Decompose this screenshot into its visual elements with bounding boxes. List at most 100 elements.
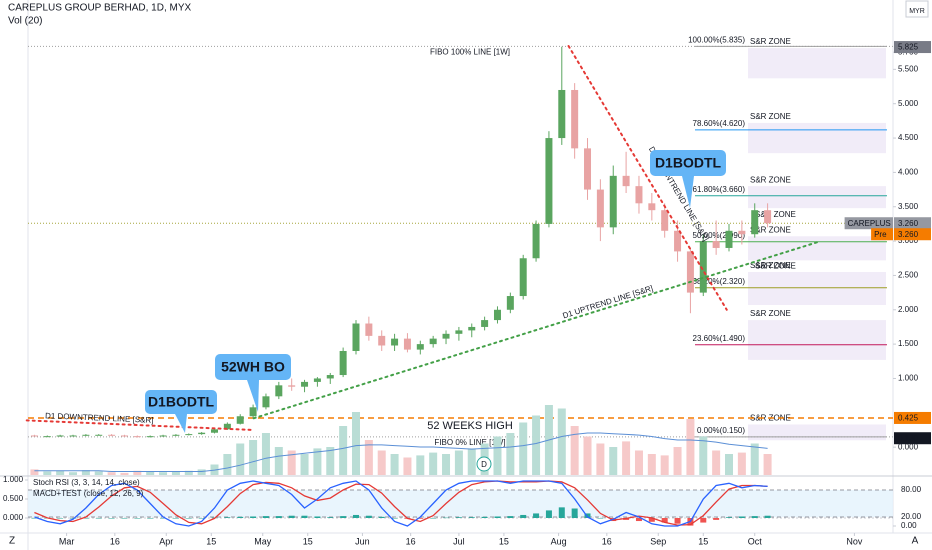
fib-label: 50.00%(2.990): [693, 231, 746, 240]
macd-bar: [713, 518, 720, 520]
candle-body: [198, 432, 206, 435]
candle-body: [326, 375, 334, 379]
candle-body: [288, 385, 296, 387]
candle-body: [301, 381, 309, 387]
x-tick-label: 16: [110, 536, 120, 546]
macd-bar: [250, 516, 257, 518]
candle-body: [185, 434, 193, 436]
macd-bar: [494, 516, 501, 518]
candle-body: [172, 434, 180, 436]
macd-bar: [31, 518, 38, 519]
sr-zone: [748, 122, 886, 154]
volume-bar: [596, 443, 605, 475]
price-badge: [894, 41, 931, 54]
y-tick-label: 1.000: [898, 374, 919, 383]
volume-bar: [274, 447, 283, 475]
currency: MYR: [909, 8, 925, 15]
trendline: [25, 419, 255, 431]
candle-body: [545, 138, 553, 224]
volume-bar: [532, 415, 541, 475]
zoom-button[interactable]: Z: [9, 536, 15, 547]
y-tick-label: 2.500: [898, 271, 919, 280]
volume-bar: [364, 440, 373, 475]
x-tick-label: Jun: [355, 536, 370, 546]
volume-bar: [30, 469, 39, 475]
candle-body: [249, 407, 257, 417]
chart-title: CAREPLUS GROUP BERHAD, 1D, MYX: [8, 3, 192, 14]
volume-bar: [519, 422, 528, 475]
candle-body: [313, 378, 321, 382]
volume-bar: [69, 472, 78, 475]
candle-body: [82, 434, 90, 436]
price-badge-label: 3.260: [898, 230, 919, 239]
candle-body: [339, 350, 347, 376]
candle-body: [262, 396, 270, 408]
macd-bar: [262, 516, 269, 518]
volume-bar: [287, 450, 296, 475]
candle-body: [584, 148, 592, 190]
currency-box[interactable]: [905, 0, 929, 18]
volume-bar: [133, 470, 142, 475]
annotation-box: [215, 354, 291, 380]
candle-body: [56, 435, 64, 437]
x-tick-label: 15: [206, 536, 216, 546]
sr-zone: [748, 272, 886, 305]
candle-body: [648, 203, 656, 211]
annotation-box: [650, 150, 726, 176]
volume-bar: [43, 471, 52, 475]
candle-body: [596, 189, 604, 228]
y-tick-label: 5.000: [898, 99, 919, 108]
x-tick-label: 16: [602, 536, 612, 546]
symbol-tag: [844, 217, 893, 230]
annotation-text: D1BODTL: [148, 394, 215, 410]
sr-zone-label: S&R ZONE: [750, 37, 791, 46]
candle-body: [571, 89, 579, 149]
volume-bar: [351, 412, 360, 475]
volume-bar: [699, 436, 708, 475]
macd-title: MACD+TEST (close, 12, 26, 9): [33, 489, 144, 498]
x-tick-label: 15: [303, 536, 313, 546]
fib-label: 100.00%(5.835): [688, 35, 745, 44]
macd-bar: [545, 510, 552, 518]
macd-bar: [82, 518, 89, 519]
symbol-tag-label: CAREPLUS: [848, 219, 891, 228]
volume-bar: [390, 454, 399, 475]
y-tick-label: 4.500: [898, 133, 919, 142]
macd-bar: [314, 516, 321, 518]
volume-bar: [609, 447, 618, 475]
auto-scale-button[interactable]: A: [912, 536, 919, 547]
macd-bar: [57, 518, 64, 519]
macd-bar: [430, 518, 437, 519]
y-tick-label: 20.00: [901, 512, 922, 521]
price-badge: [894, 411, 931, 424]
macd-bar: [147, 518, 154, 519]
macd-bar: [520, 514, 527, 518]
macd-bar: [533, 513, 540, 518]
sr-zone: [748, 186, 886, 209]
trendline: [252, 240, 820, 420]
annotation-text: D1BODTL: [655, 155, 722, 171]
candle-body: [455, 330, 463, 334]
volume-bar: [146, 471, 155, 475]
horizontal-line-label: 52 WEEKS HIGH: [427, 420, 513, 432]
macd-bar: [275, 516, 282, 518]
volume-bar: [725, 454, 734, 475]
annotation-box: [145, 390, 217, 414]
macd-bar: [198, 518, 205, 519]
volume-bar: [557, 408, 566, 475]
fib-label: 23.60%(1.490): [693, 334, 746, 343]
candle-body: [30, 435, 38, 437]
macd-bar: [726, 517, 733, 518]
volume-bar: [197, 469, 206, 475]
candle-body: [725, 230, 733, 248]
volume-bar: [339, 426, 348, 475]
volume-bar: [583, 436, 592, 475]
volume-label: Vol (20): [8, 16, 42, 27]
macd-bar: [134, 518, 141, 519]
macd-bar: [700, 518, 707, 523]
sr-zone-label: S&R ZONE: [755, 210, 796, 219]
candle-body: [751, 210, 759, 235]
macd-bar: [237, 516, 244, 518]
macd-bar: [378, 516, 385, 518]
macd-bar: [481, 516, 488, 518]
